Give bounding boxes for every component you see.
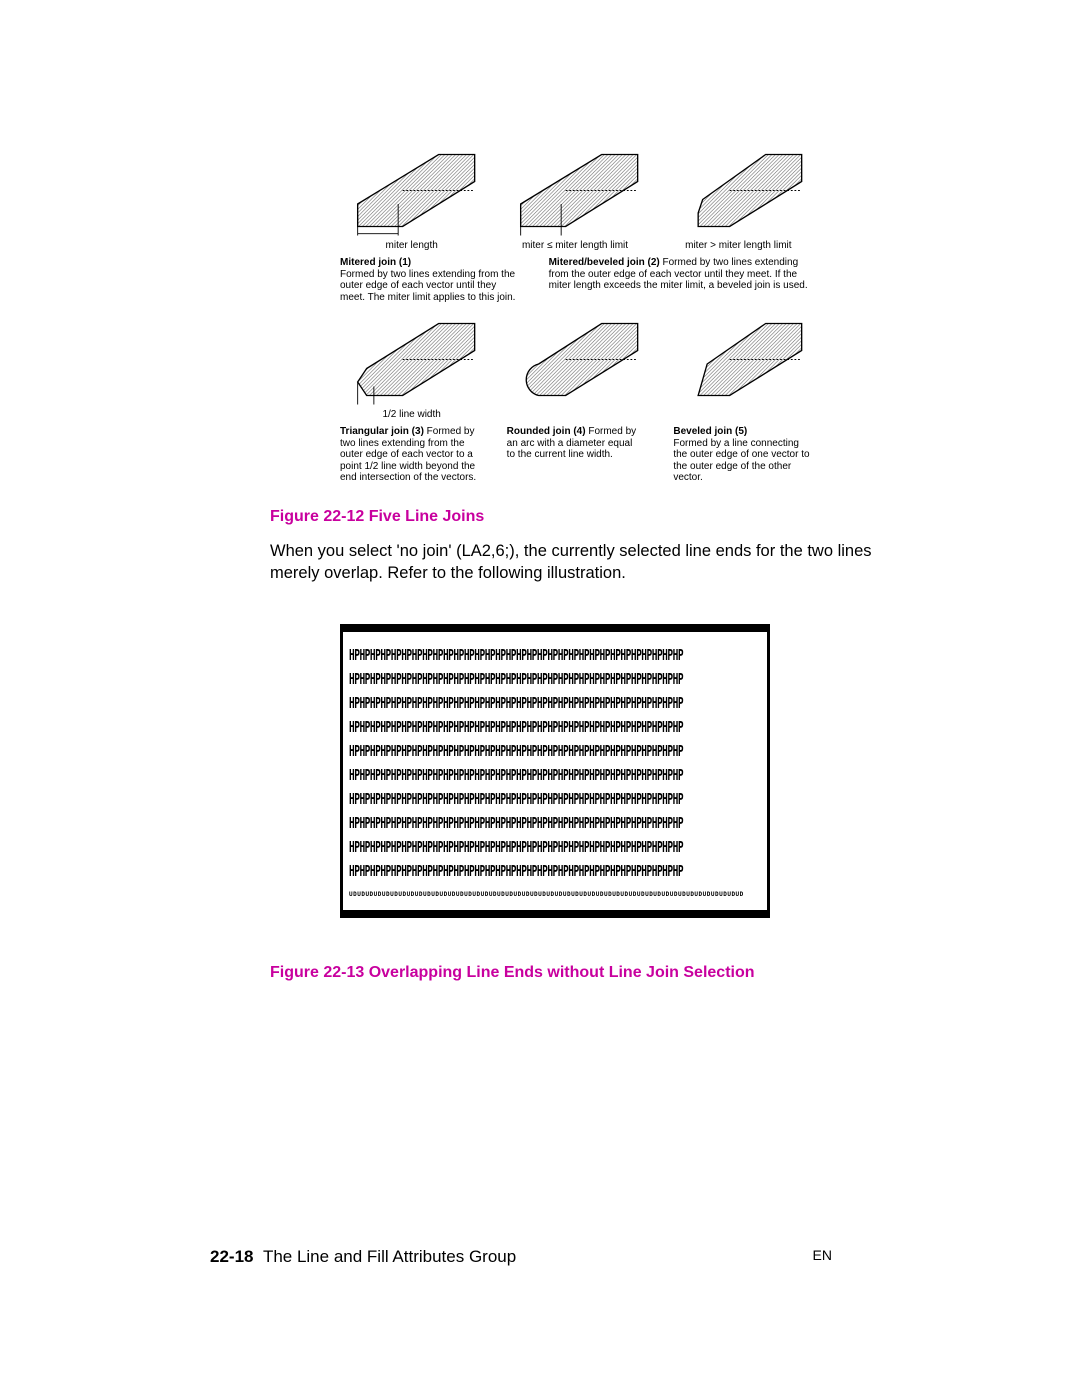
mitered-join-desc: Mitered join (1) Formed by two lines ext… bbox=[340, 257, 519, 303]
rounded-join-cell bbox=[503, 319, 646, 420]
figure-22-12-caption: Figure 22-12 Five Line Joins bbox=[270, 508, 880, 526]
triangular-join-svg bbox=[340, 319, 483, 409]
beveled-join-desc: Beveled join (5) Formed by a line connec… bbox=[673, 426, 810, 484]
document-page: miter length miter ≤ miter length limit … bbox=[0, 0, 1080, 1397]
figure-22-13: HPHPHPHPHPHPHPHPHPHPHPHPHPHPHPHPHPHPHPHP… bbox=[340, 624, 770, 918]
desc1-body: Formed by two lines extending from the o… bbox=[340, 269, 515, 303]
pattern-line: HPHPHPHPHPHPHPHPHPHPHPHPHPHPHPHPHPHPHPHP… bbox=[349, 859, 761, 888]
miter-le-limit-label: miter ≤ miter length limit bbox=[503, 240, 646, 251]
figure-22-13-caption: Figure 22-13 Overlapping Line Ends witho… bbox=[270, 964, 880, 982]
miter-gt-limit-label: miter > miter length limit bbox=[667, 240, 810, 251]
desc3-title: Triangular join (3) bbox=[340, 426, 424, 437]
mitered-beveled-desc: Mitered/beveled join (2) Formed by two l… bbox=[549, 257, 810, 303]
section-title: The Line and Fill Attributes Group bbox=[263, 1247, 516, 1266]
figure1-desc-row1: Mitered join (1) Formed by two lines ext… bbox=[340, 257, 810, 303]
figure1-row1: miter length miter ≤ miter length limit … bbox=[340, 150, 810, 251]
overlap-pattern-box: HPHPHPHPHPHPHPHPHPHPHPHPHPHPHPHPHPHPHPHP… bbox=[340, 624, 770, 918]
triangular-join-desc: Triangular join (3) Formed by two lines … bbox=[340, 426, 477, 484]
footer-left: 22-18 The Line and Fill Attributes Group bbox=[210, 1247, 516, 1267]
mitered-beveled-cell-b: miter > miter length limit bbox=[667, 150, 810, 251]
pattern-bottom-line: UDUDUDUDUDUDUDUDUDUDUDUDUDUDUDUDUDUDUDUD… bbox=[349, 889, 761, 900]
triangular-join-cell: 1/2 line width bbox=[340, 319, 483, 420]
half-line-width-label: 1/2 line width bbox=[340, 409, 483, 420]
beveled-join-svg bbox=[667, 319, 810, 409]
figure-22-12: miter length miter ≤ miter length limit … bbox=[340, 150, 810, 484]
desc4-title: Rounded join (4) bbox=[507, 426, 586, 437]
figure1-row2: 1/2 line width bbox=[340, 319, 810, 420]
desc5-body: Formed by a line connecting the outer ed… bbox=[673, 438, 809, 484]
mitered-join-cell: miter length bbox=[340, 150, 483, 251]
rounded-join-desc: Rounded join (4) Formed by an arc with a… bbox=[507, 426, 644, 484]
desc2-title: Mitered/beveled join (2) bbox=[549, 257, 660, 268]
rounded-join-svg bbox=[503, 319, 646, 409]
mitered-beveled-cell-a: miter ≤ miter length limit bbox=[503, 150, 646, 251]
desc1-title: Mitered join (1) bbox=[340, 257, 411, 268]
footer-right: EN bbox=[813, 1247, 832, 1267]
beveled-join-cell bbox=[667, 319, 810, 420]
figure1-desc-row2: Triangular join (3) Formed by two lines … bbox=[340, 426, 810, 484]
mitered-beveled-svg-a bbox=[503, 150, 646, 240]
miter-length-label: miter length bbox=[340, 240, 483, 251]
body-paragraph: When you select 'no join' (LA2,6;), the … bbox=[270, 540, 880, 585]
page-footer: 22-18 The Line and Fill Attributes Group… bbox=[210, 1247, 832, 1267]
desc5-title: Beveled join (5) bbox=[673, 426, 747, 437]
mitered-beveled-svg-b bbox=[667, 150, 810, 240]
mitered-join-svg bbox=[340, 150, 483, 240]
page-number: 22-18 bbox=[210, 1247, 253, 1266]
